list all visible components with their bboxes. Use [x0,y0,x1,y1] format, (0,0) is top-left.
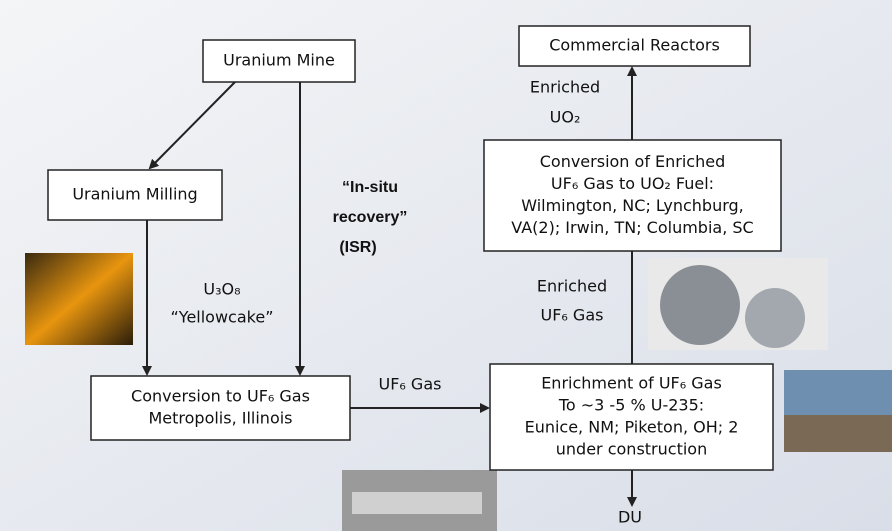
node-label: To ~3 -5 % U-235: [558,396,704,415]
node-label: Conversion to UF₆ Gas [131,387,310,406]
cylinder-shape [660,265,740,345]
yellowcake-photo [25,253,133,345]
edge-label: UO₂ [550,108,581,127]
node-label: Wilmington, NC; Lynchburg, [521,196,744,215]
node-label: Metropolis, Illinois [148,409,292,428]
node-label: UF₆ Gas to UO₂ Fuel: [551,174,714,193]
edge-label: DU [618,508,642,527]
edge-label: Enriched [530,78,600,97]
truck-tank [352,492,482,514]
node-label: VA(2); Irwin, TN; Columbia, SC [511,218,753,237]
diagram: Uranium Mine Commercial Reactors Uranium M… [0,0,892,531]
node-label: under construction [556,440,707,459]
edge-label: Enriched [537,277,607,296]
node-label: Conversion of Enriched [540,152,726,171]
node-label: Eunice, NM; Piketon, OH; 2 [525,418,739,437]
node-label: Enrichment of UF₆ Gas [541,374,722,393]
cylinder-shape [745,288,805,348]
edge-label: (ISR) [339,239,376,256]
node-label: Uranium Milling [72,185,197,204]
edge-label: U₃O₈ [203,280,240,299]
edge-label: “In-situ [342,179,398,196]
node-label: Commercial Reactors [549,36,720,55]
edge-label: “Yellowcake” [171,308,274,327]
edge-label: UF₆ Gas [541,306,604,325]
rail-ground [784,415,892,452]
node-label: Uranium Mine [223,51,335,70]
edge-label: UF₆ Gas [379,375,442,394]
edge-label: recovery” [333,209,408,226]
